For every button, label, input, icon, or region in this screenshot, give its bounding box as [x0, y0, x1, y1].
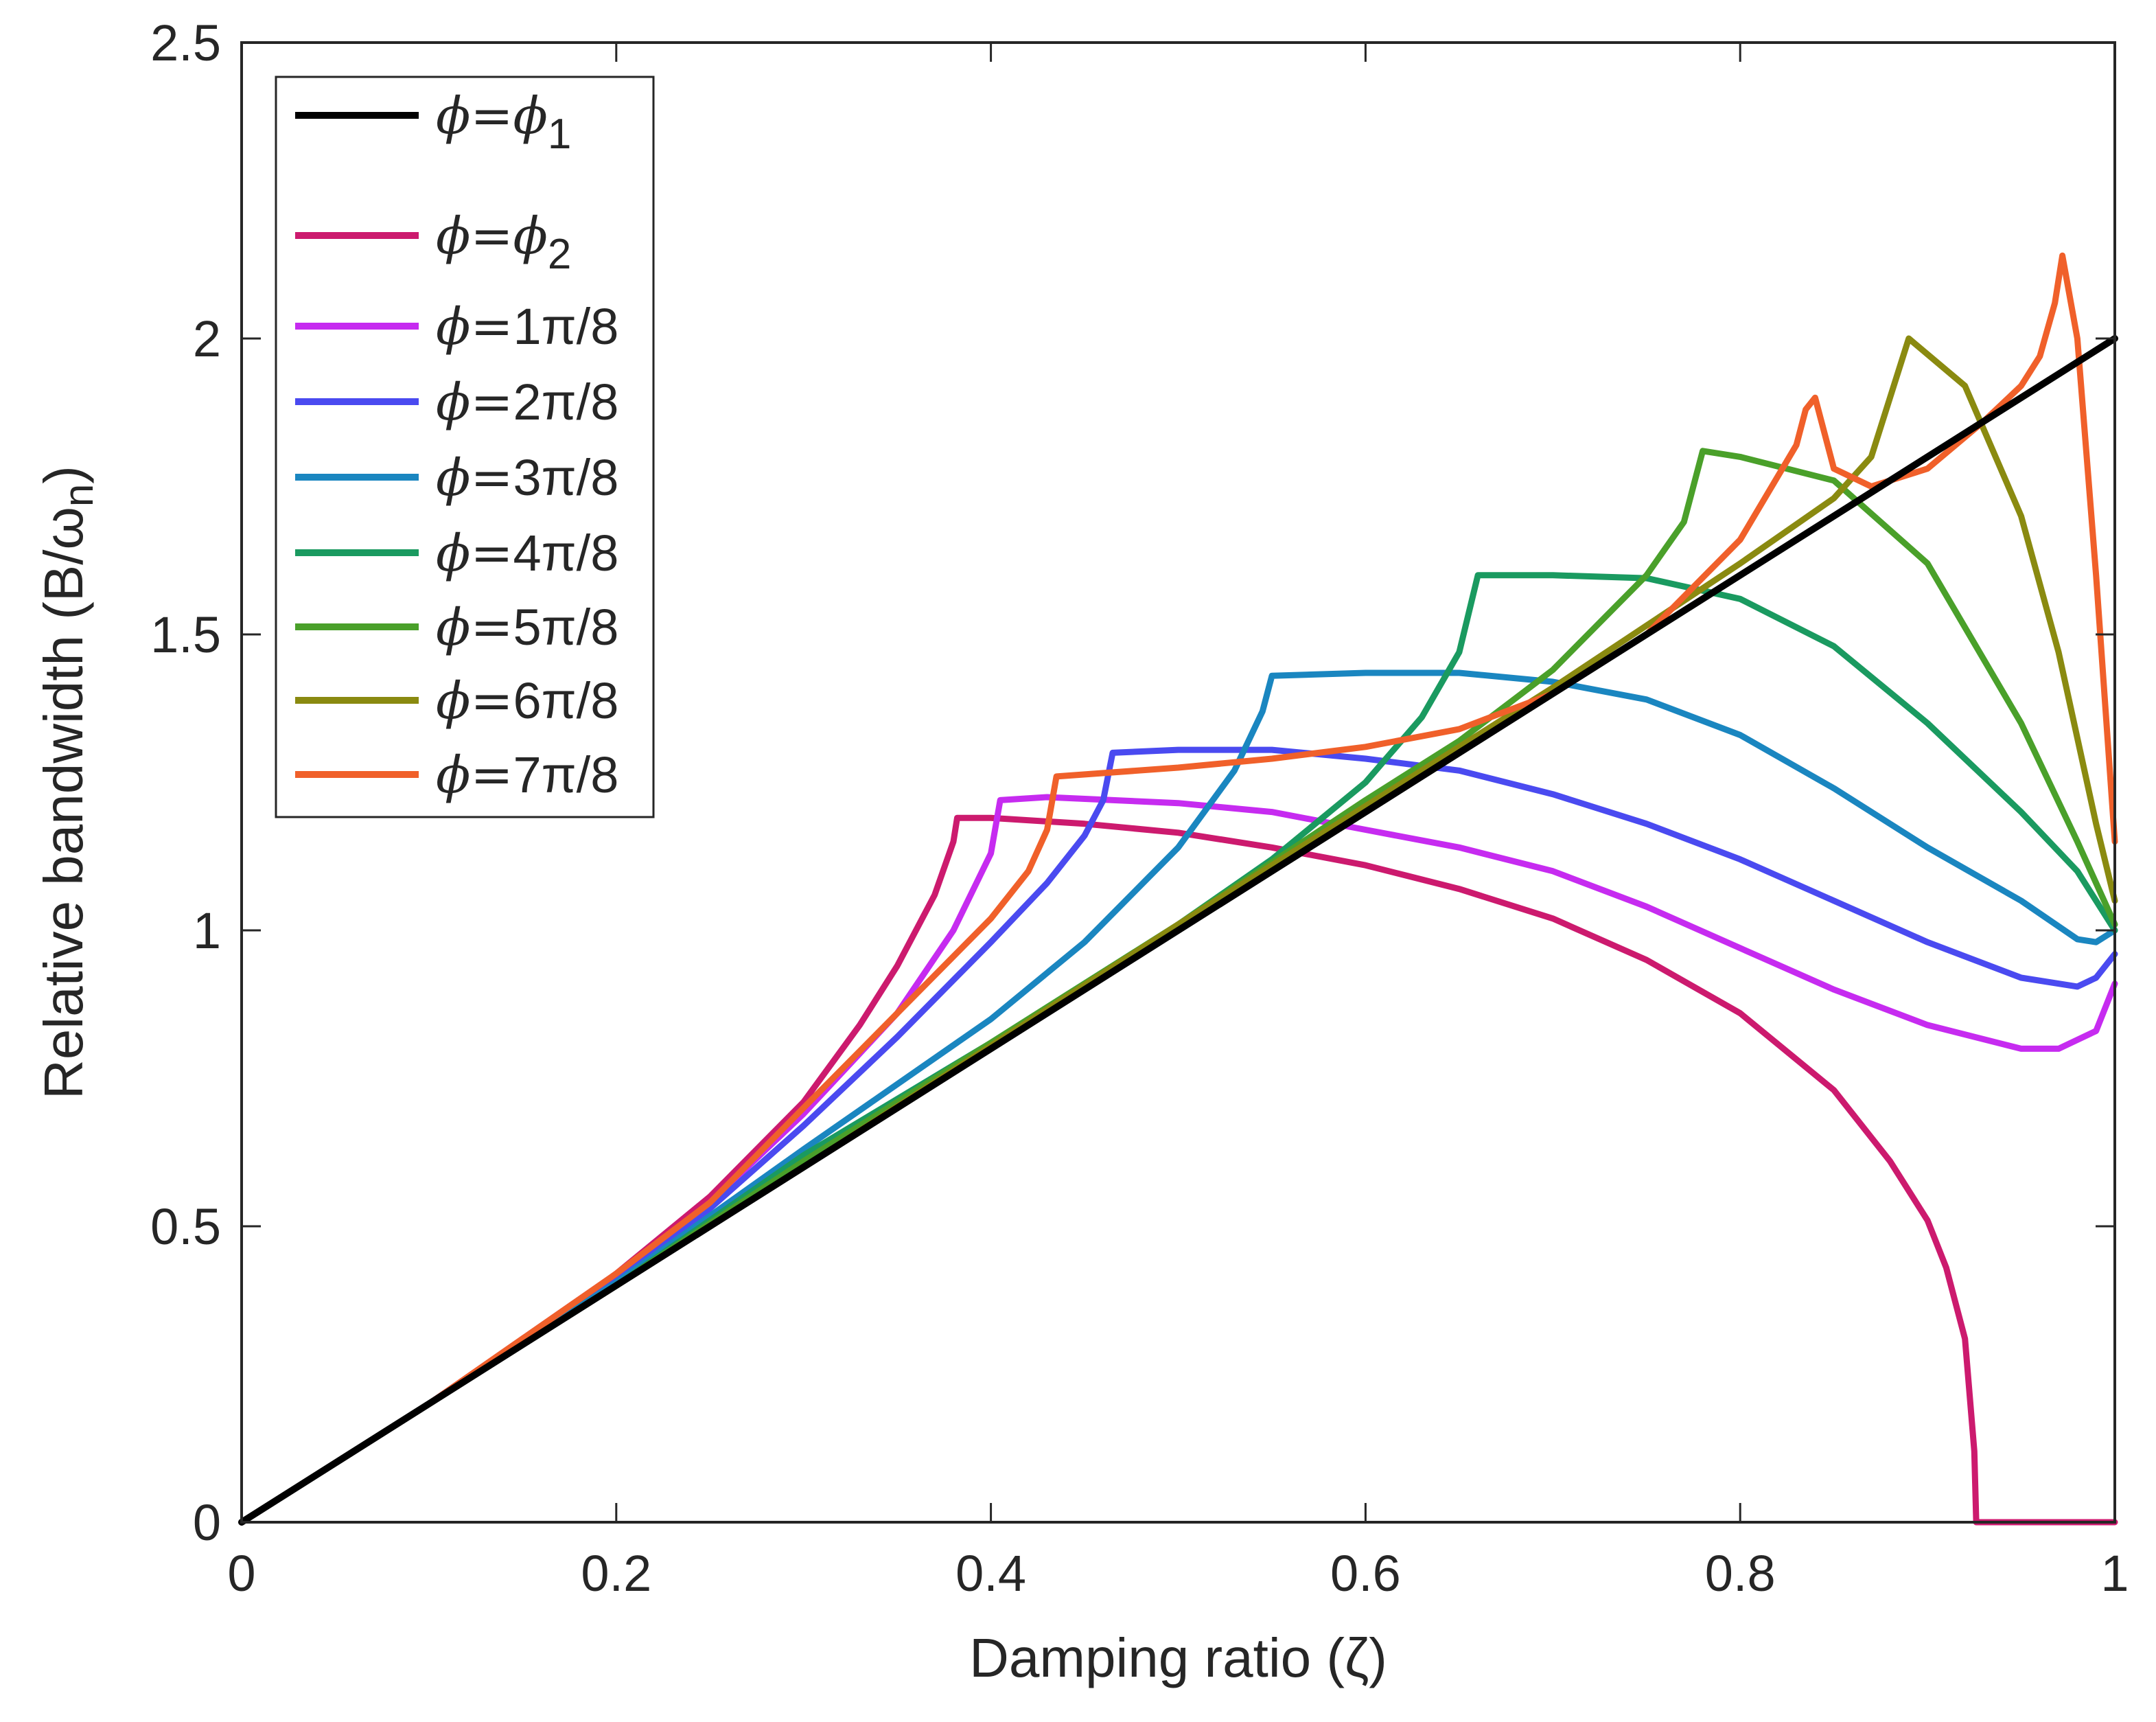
- legend-item-phi-6pi8: ϕ=6π/8: [295, 671, 618, 731]
- y-axis-label-suffix: ): [33, 466, 94, 484]
- legend-item-phi-4pi8: ϕ=4π/8: [295, 524, 618, 583]
- y-tick-label: 1: [193, 902, 221, 959]
- legend-item-phi-2pi8: ϕ=2π/8: [295, 373, 618, 432]
- x-tick-label: 1: [2100, 1545, 2129, 1602]
- legend: ϕ=ϕ1ϕ=ϕ2ϕ=1π/8ϕ=2π/8ϕ=3π/8ϕ=4π/8ϕ=5π/8ϕ=…: [275, 76, 655, 818]
- y-tick-label: 2: [193, 310, 221, 367]
- legend-label: ϕ=1π/8: [436, 297, 618, 356]
- legend-item-phi1: ϕ=ϕ1: [295, 87, 571, 158]
- legend-label-text: 7π/8: [513, 746, 618, 803]
- legend-label-prefix: ϕ=: [436, 598, 513, 657]
- series-line-phi-4pi8: [238, 572, 2118, 1526]
- x-tick-label: 0: [227, 1545, 255, 1602]
- y-axis-label: Relative bandwidth (B/ωn): [33, 466, 102, 1099]
- legend-label: ϕ=4π/8: [436, 524, 618, 583]
- legend-item-phi-7pi8: ϕ=7π/8: [295, 746, 618, 805]
- axis-ticks: [240, 41, 2116, 1524]
- series-line-phi2: [238, 814, 2118, 1526]
- legend-label-prefix: ϕ=: [436, 671, 513, 731]
- x-axis-label: Damping ratio (ζ): [969, 1627, 1387, 1688]
- legend-item-phi-5pi8: ϕ=5π/8: [295, 598, 618, 657]
- legend-item-phi2: ϕ=ϕ2: [295, 207, 571, 278]
- legend-label-text: 2π/8: [513, 374, 618, 430]
- legend-box: [275, 76, 655, 818]
- legend-label: ϕ=3π/8: [436, 448, 618, 507]
- y-tick-label: 0.5: [150, 1198, 221, 1255]
- legend-label: ϕ=7π/8: [436, 746, 618, 805]
- legend-label-subscript: 1: [548, 111, 571, 158]
- legend-label-prefix: ϕ=: [436, 524, 513, 583]
- y-tick-label: 2.5: [150, 14, 221, 71]
- legend-label-subscript: 2: [548, 231, 571, 278]
- y-axis-label-subscript: n: [56, 484, 102, 507]
- x-tick-label: 0.4: [955, 1545, 1026, 1602]
- series-layer: [238, 252, 2118, 1526]
- plot-area-frame: [240, 41, 2116, 1524]
- legend-label-prefix: ϕ=: [436, 373, 513, 432]
- legend-label-symbol: ϕ: [513, 87, 547, 146]
- legend-label-prefix: ϕ=: [436, 297, 513, 356]
- x-tick-label: 0.8: [1705, 1545, 1776, 1602]
- legend-label-prefix: ϕ=: [436, 207, 513, 266]
- x-tick-labels: 0 0.2 0.4 0.6 0.8 1: [227, 1545, 2129, 1602]
- y-tick-label: 1.5: [150, 606, 221, 663]
- series-line-phi-5pi8: [238, 448, 2118, 1526]
- legend-label-prefix: ϕ=: [436, 746, 513, 805]
- legend-label-text: 1π/8: [513, 298, 618, 355]
- legend-item-phi-3pi8: ϕ=3π/8: [295, 448, 618, 507]
- y-tick-labels: 0 0.5 1 1.5 2 2.5: [150, 14, 221, 1551]
- series-line-phi-3pi8: [238, 669, 2118, 1526]
- legend-item-phi-1pi8: ϕ=1π/8: [295, 297, 618, 356]
- x-tick-label: 0.6: [1330, 1545, 1401, 1602]
- legend-label: ϕ=5π/8: [436, 598, 618, 657]
- legend-label: ϕ=ϕ2: [436, 207, 571, 278]
- legend-label-prefix: ϕ=: [436, 87, 513, 146]
- y-tick-label: 0: [193, 1494, 221, 1551]
- legend-label-text: 5π/8: [513, 599, 618, 656]
- legend-label-symbol: ϕ: [513, 207, 547, 266]
- series-line-phi-2pi8: [238, 746, 2118, 1526]
- legend-label-text: 3π/8: [513, 449, 618, 506]
- y-axis-label-main: Relative bandwidth (B/ω: [33, 507, 94, 1099]
- legend-label-text: 4π/8: [513, 525, 618, 582]
- legend-label-text: 6π/8: [513, 672, 618, 729]
- x-tick-label: 0.2: [581, 1545, 651, 1602]
- legend-label-prefix: ϕ=: [436, 448, 513, 507]
- legend-label: ϕ=ϕ1: [436, 87, 571, 158]
- legend-label: ϕ=2π/8: [436, 373, 618, 432]
- legend-label: ϕ=6π/8: [436, 671, 618, 731]
- series-line-phi1: [238, 335, 2118, 1526]
